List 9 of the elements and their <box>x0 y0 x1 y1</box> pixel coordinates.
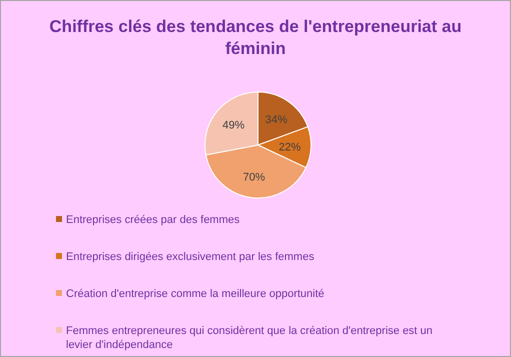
data-label: 49% <box>222 120 245 132</box>
data-label: 22% <box>278 141 301 154</box>
legend-label: Femmes entrepreneures qui considèrent que la création d'entreprise est un levier d'indépendance <box>66 325 433 351</box>
legend-label: Entreprises créées par des femmes <box>66 214 240 226</box>
legend-label: Entreprises dirigées exclusivement par les femmes <box>66 251 315 263</box>
chart-title: Chiffres clés des tendances de l'entrepreneuriat au féminin <box>49 17 462 58</box>
data-label: 34% <box>265 114 288 126</box>
legend-label: Création d'entreprise comme la meilleure opportunité <box>66 288 324 300</box>
data-label: 70% <box>243 171 266 184</box>
